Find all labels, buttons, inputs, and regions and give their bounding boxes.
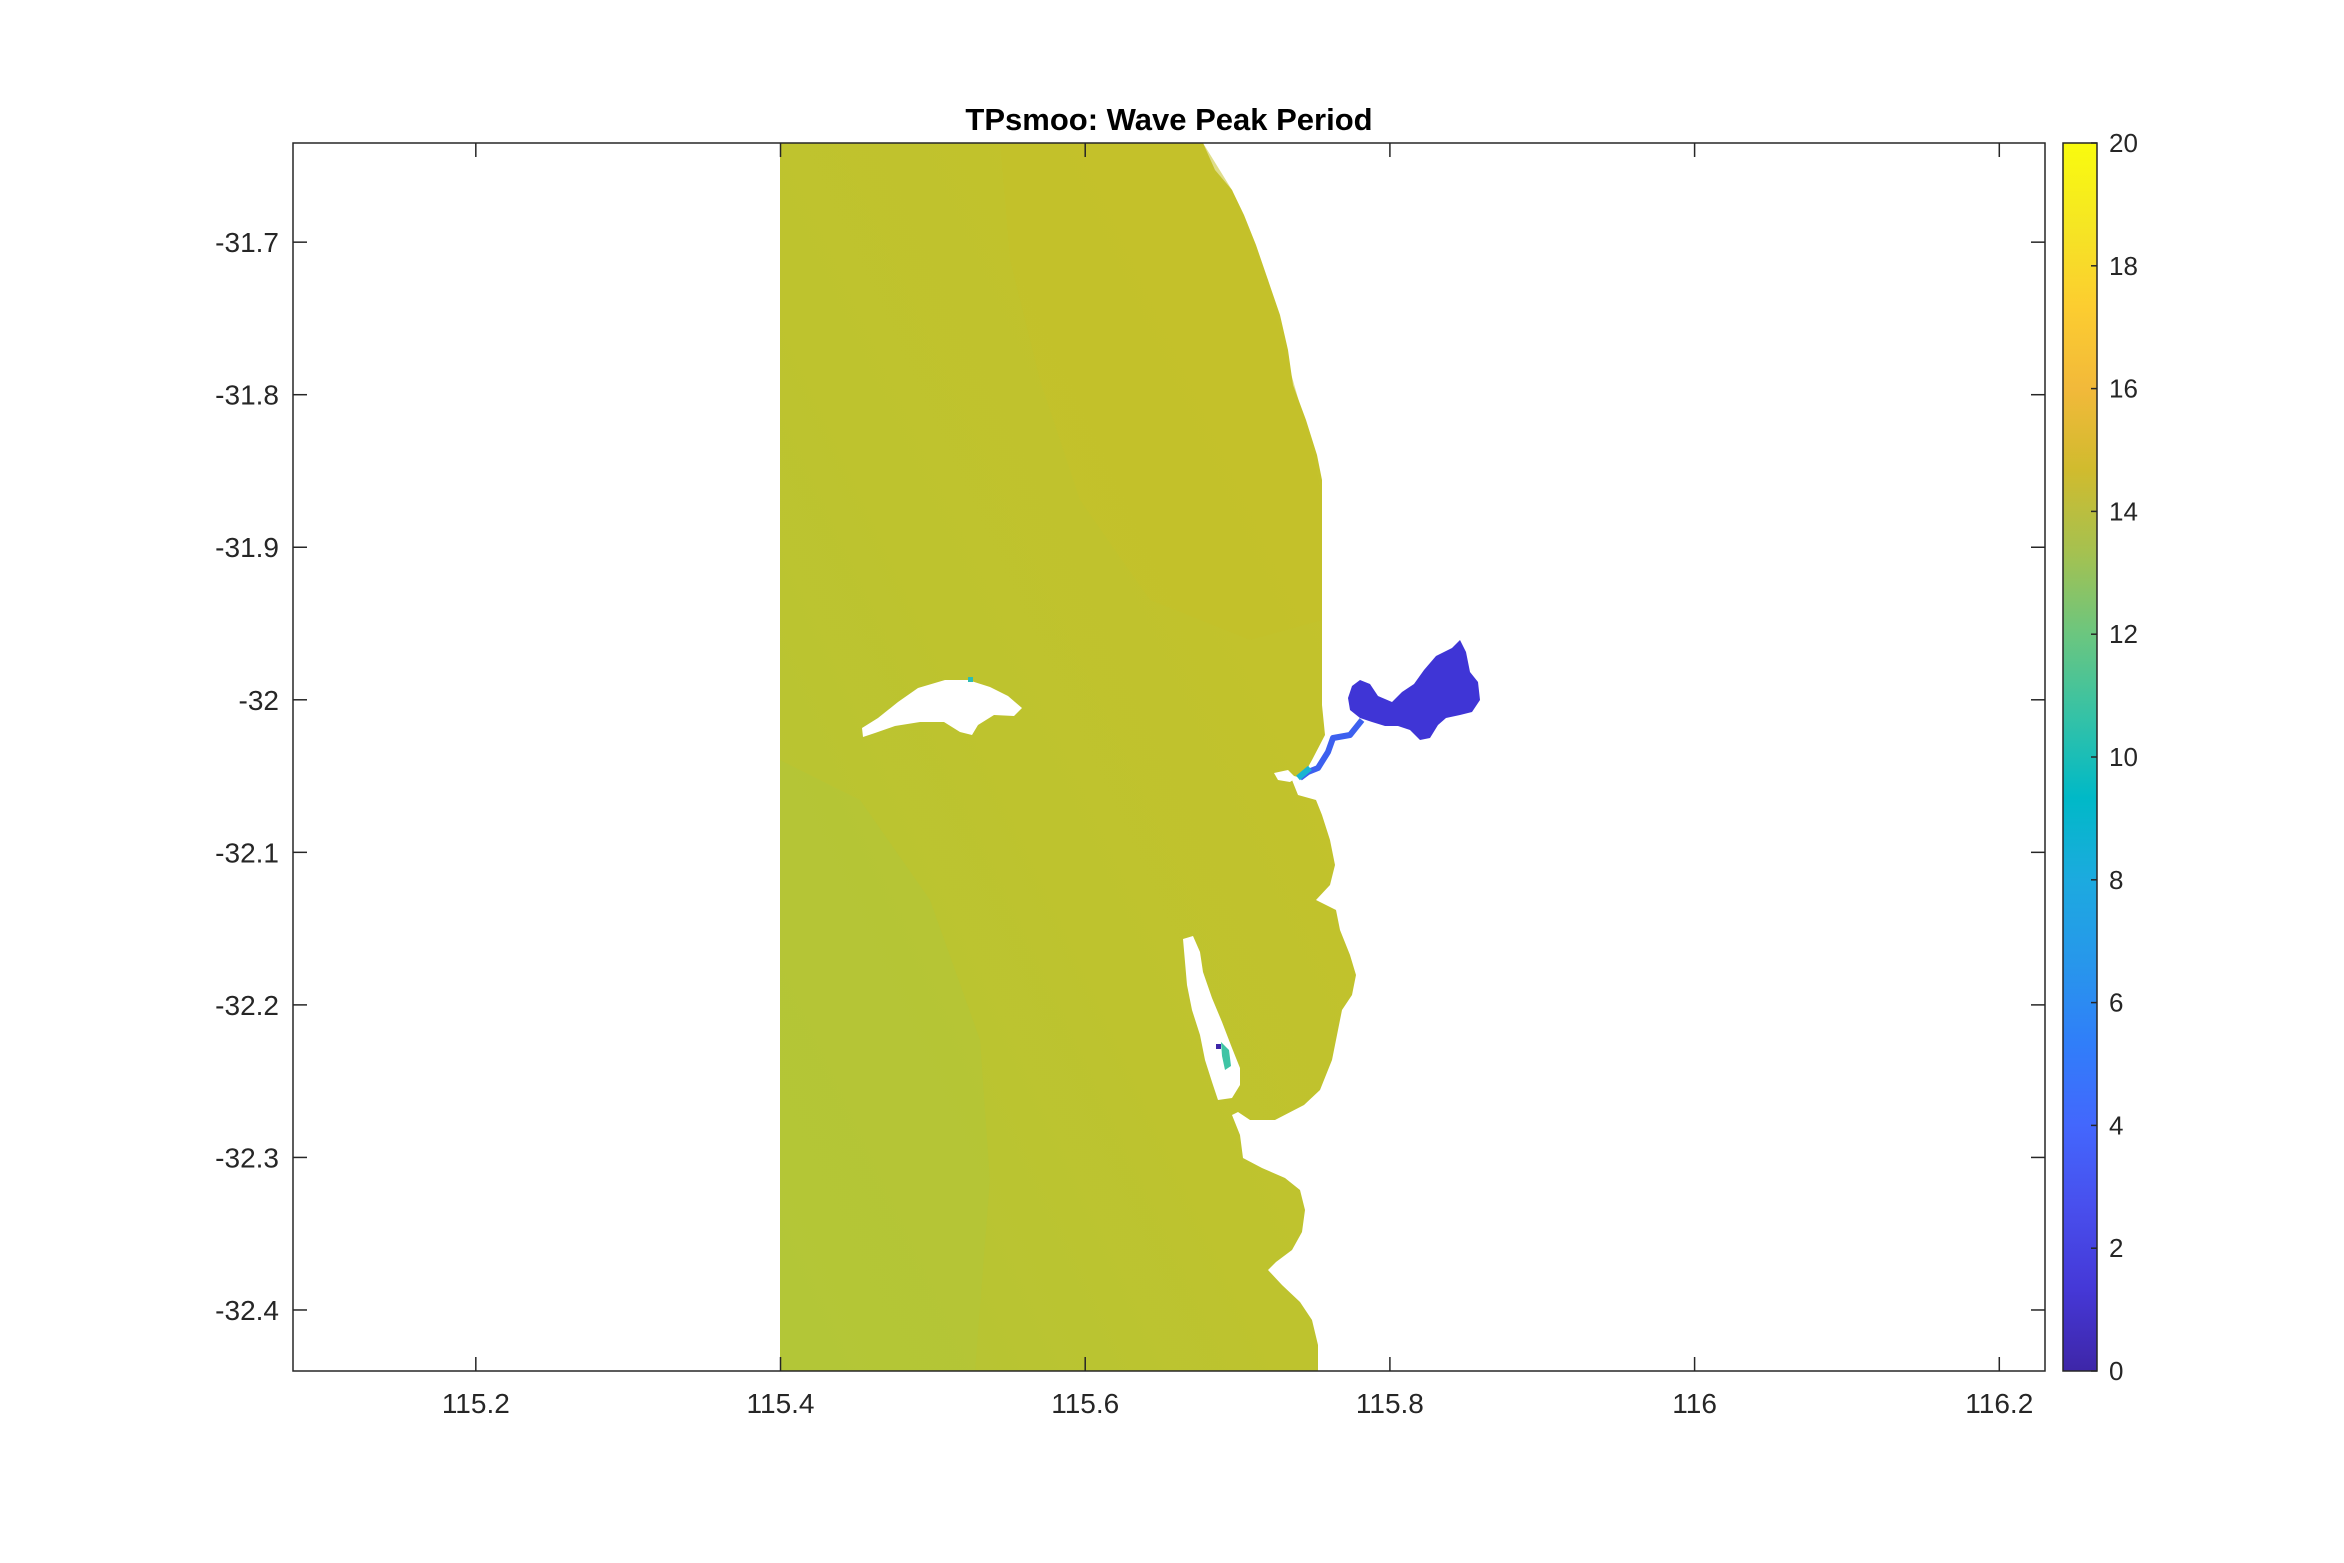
colorbar-tick-label: 12	[2109, 619, 2138, 649]
channel-mouth	[1296, 765, 1312, 781]
field-tint-southwest	[780, 760, 990, 1371]
lake-inlet-dot	[1216, 1044, 1221, 1049]
x-tick-label: 115.6	[1051, 1388, 1119, 1419]
plot-area	[293, 143, 2045, 1371]
x-tick-label: 116	[1672, 1388, 1717, 1419]
x-tick-label: 115.8	[1356, 1388, 1424, 1419]
x-axis: 115.2 115.4 115.6 115.8 116 116.2	[442, 143, 2033, 1419]
y-axis: -31.7 -31.8 -31.9 -32 -32.1 -32.2 -32.3 -32.4	[215, 227, 2045, 1326]
y-tick-label: -31.8	[215, 380, 279, 411]
colorbar-tick-label: 4	[2109, 1110, 2123, 1140]
plot-frame	[292, 142, 2046, 1372]
colorbar-tick-label: 14	[2109, 496, 2138, 526]
y-tick-label: -31.9	[215, 532, 279, 563]
land-reef-small	[1274, 770, 1296, 782]
estuary	[1348, 640, 1480, 740]
colorbar-tick-label: 8	[2109, 865, 2123, 895]
colorbar-tick-label: 18	[2109, 251, 2138, 281]
x-tick-label: 116.2	[1965, 1388, 2033, 1419]
land-island-north	[862, 680, 1022, 737]
colorbar-tick-label: 6	[2109, 988, 2123, 1018]
colorbar-tick-label: 0	[2109, 1356, 2123, 1386]
x-tick-label: 115.2	[442, 1388, 510, 1419]
colorbar: 0 2 4 6 8 10 12 14 16 18 20	[2062, 128, 2138, 1386]
colorbar-tick-label: 16	[2109, 374, 2138, 404]
field-tint-northeast	[1000, 143, 1322, 640]
y-tick-label: -32.4	[215, 1295, 279, 1326]
island-edge-mark	[968, 677, 973, 682]
y-tick-label: -32.1	[215, 837, 279, 868]
x-tick-label: 115.4	[747, 1388, 815, 1419]
lake-inlet-mark	[1221, 1042, 1231, 1070]
colorbar-tick-label: 20	[2109, 128, 2138, 158]
colorbar-tick-label: 10	[2109, 742, 2138, 772]
y-tick-label: -32	[239, 685, 279, 716]
y-tick-label: -32.3	[215, 1142, 279, 1173]
chart-title: TPsmoo: Wave Peak Period	[965, 102, 1372, 137]
colorbar-tick-label: 2	[2109, 1233, 2123, 1263]
colorbar-ticks: 0 2 4 6 8 10 12 14 16 18 20	[2091, 128, 2138, 1386]
y-tick-label: -32.2	[215, 990, 279, 1021]
y-tick-label: -31.7	[215, 227, 279, 258]
